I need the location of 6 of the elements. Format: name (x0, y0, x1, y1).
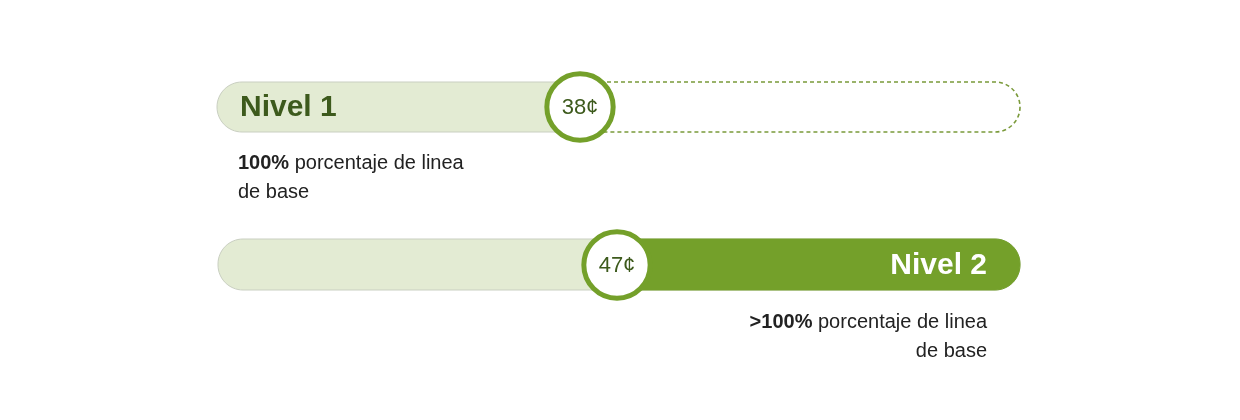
text: >100% porcentaje de linea de base (749, 310, 987, 361)
category-label: Nivel 1 (240, 89, 337, 122)
data-label: 38¢ (561, 94, 599, 119)
data-label: 47¢ (598, 252, 636, 277)
text: 100% porcentaje de linea de base (238, 151, 464, 202)
category-label: Nivel 2 (890, 247, 987, 280)
